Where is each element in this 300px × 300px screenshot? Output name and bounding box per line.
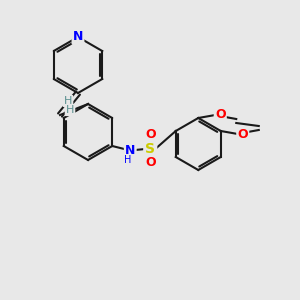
- Text: H: H: [66, 105, 74, 115]
- Text: O: O: [215, 109, 226, 122]
- Text: H: H: [124, 155, 131, 165]
- Text: N: N: [125, 145, 135, 158]
- Text: O: O: [238, 128, 248, 140]
- Text: S: S: [145, 142, 155, 156]
- Text: H: H: [64, 96, 72, 106]
- Text: O: O: [145, 128, 156, 142]
- Text: N: N: [73, 31, 83, 44]
- Text: O: O: [145, 157, 156, 169]
